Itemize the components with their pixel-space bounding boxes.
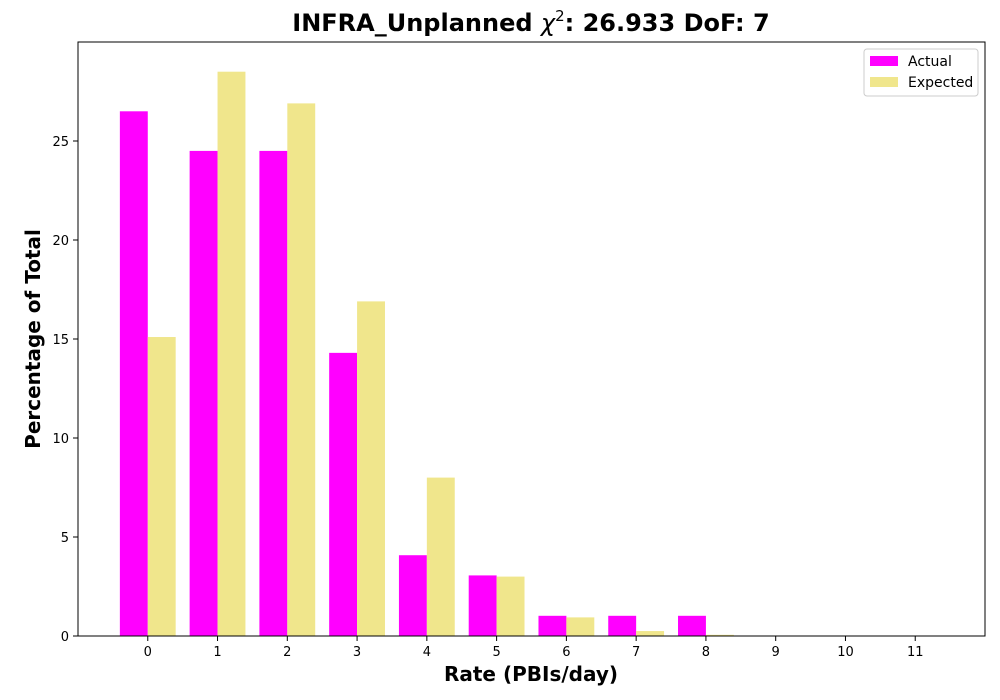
x-tick-label: 3 — [353, 645, 361, 660]
x-tick-label: 4 — [423, 645, 431, 660]
legend: Actual Expected — [863, 48, 979, 97]
x-tick-label: 2 — [283, 645, 291, 660]
x-tick-label: 1 — [213, 645, 221, 660]
x-tick-label: 10 — [837, 645, 854, 660]
y-tick-label: 0 — [61, 630, 69, 645]
bar-expected-3 — [357, 301, 385, 636]
bar-actual-8 — [678, 615, 706, 636]
legend-label-expected: Expected — [908, 75, 973, 91]
y-tick-label: 10 — [52, 432, 69, 447]
chart-title: INFRA_Unplanned χ2: 26.933 DoF: 7 — [292, 7, 769, 37]
bar-actual-3 — [329, 352, 358, 636]
bar-actual-7 — [608, 615, 637, 636]
bar-expected-0 — [147, 337, 176, 636]
bar-expected-7 — [636, 631, 665, 636]
bar-actual-0 — [119, 111, 148, 637]
bar-expected-5 — [496, 576, 525, 636]
legend-swatch-expected — [870, 77, 898, 87]
bar-actual-4 — [398, 555, 427, 636]
x-axis-title: Rate (PBIs/day) — [444, 662, 618, 686]
y-tick-label: 5 — [61, 531, 69, 546]
x-tick-label: 0 — [144, 645, 152, 660]
x-tick-label: 7 — [632, 645, 640, 660]
x-tick-label: 9 — [772, 645, 780, 660]
legend-label-actual: Actual — [908, 54, 952, 70]
axes: 0 1 2 3 4 5 6 7 8 9 10 11 0 5 10 15 20 25 — [52, 135, 923, 660]
y-tick-label: 20 — [52, 234, 69, 249]
legend-swatch-actual — [870, 56, 898, 66]
x-tick-label: 8 — [702, 645, 710, 660]
bar-expected-4 — [426, 477, 455, 636]
bar-expected-6 — [566, 617, 595, 636]
x-tick-label: 6 — [562, 645, 570, 660]
y-axis-title: Percentage of Total — [21, 229, 45, 449]
bar-actual-1 — [189, 150, 218, 636]
bar-expected-1 — [217, 71, 246, 636]
bar-actual-6 — [538, 615, 567, 636]
x-tick-label: 5 — [492, 645, 500, 660]
plot-area — [119, 71, 804, 637]
bar-actual-5 — [468, 575, 497, 636]
y-tick-label: 15 — [52, 333, 69, 348]
x-tick-label: 11 — [907, 645, 924, 660]
bar-actual-2 — [259, 150, 288, 636]
y-tick-label: 25 — [52, 135, 69, 150]
bar-expected-2 — [287, 103, 316, 636]
bar-expected-8 — [705, 634, 734, 636]
